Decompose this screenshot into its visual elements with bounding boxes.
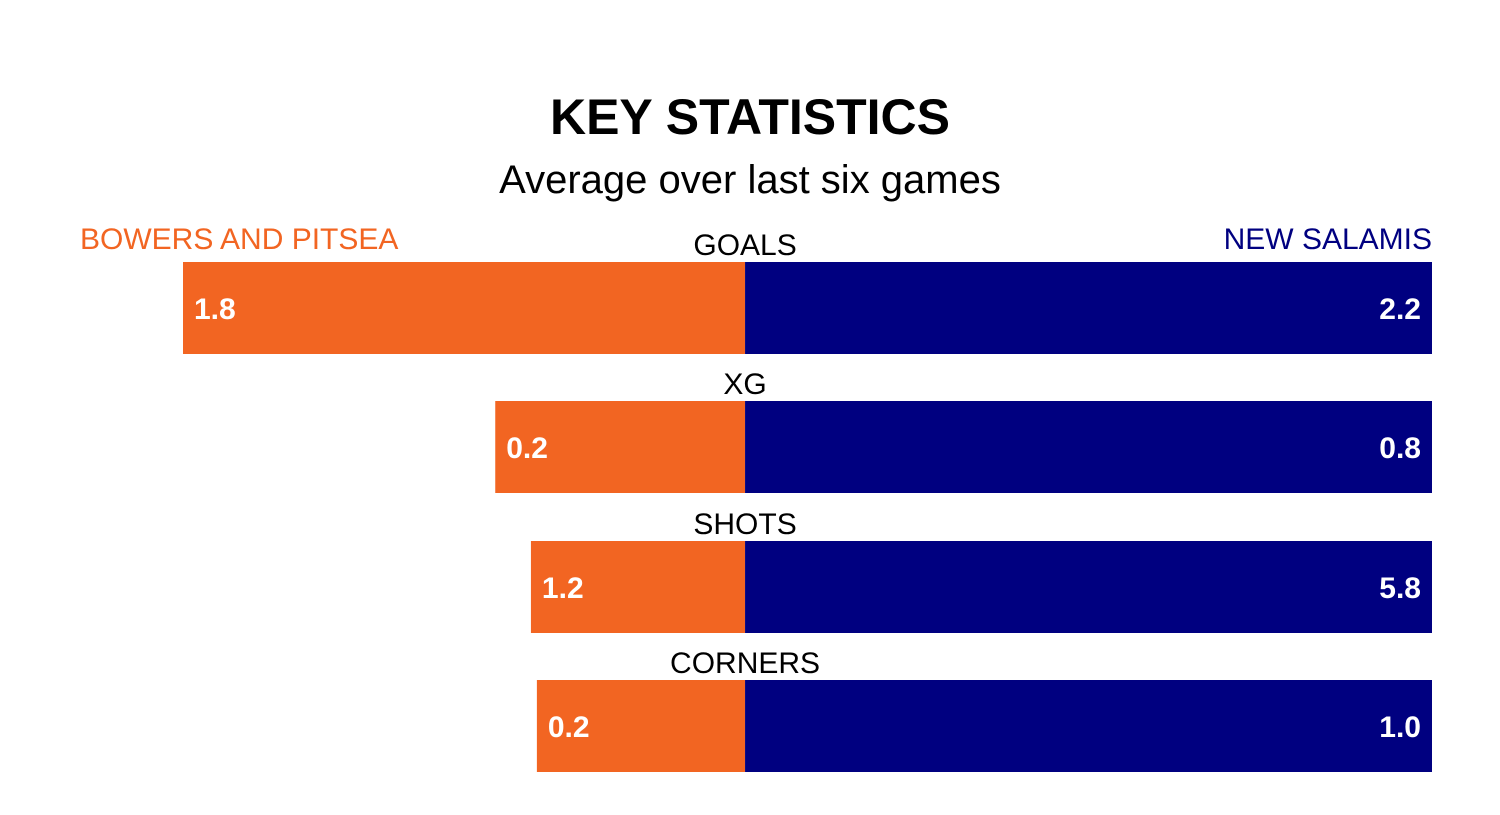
legend-team-left: BOWERS AND PITSEA	[80, 223, 399, 256]
value-label-left: 1.2	[542, 572, 584, 605]
bar-left-corners	[536, 680, 746, 772]
chart-subtitle: Average over last six games	[499, 158, 1001, 202]
bar-left-goals	[183, 262, 746, 354]
value-label-left: 0.2	[548, 711, 590, 744]
bar-right-corners	[745, 680, 1432, 772]
value-label-right: 2.2	[1379, 293, 1421, 326]
bar-right-goals	[745, 262, 1432, 354]
value-label-right: 5.8	[1379, 572, 1421, 605]
category-label: SHOTS	[693, 508, 796, 541]
category-label: XG	[723, 368, 766, 401]
value-label-right: 1.0	[1379, 711, 1421, 744]
bar-left-xg	[495, 401, 746, 493]
bar-left-shots	[530, 541, 746, 633]
category-label: GOALS	[693, 229, 796, 262]
value-label-left: 0.2	[506, 432, 548, 465]
value-label-left: 1.8	[194, 293, 236, 326]
bar-right-xg	[745, 401, 1432, 493]
category-label: CORNERS	[670, 647, 820, 680]
chart-title: KEY STATISTICS	[549, 89, 951, 145]
bar-right-shots	[745, 541, 1432, 633]
legend-team-right: NEW SALAMIS	[1223, 223, 1432, 256]
value-label-right: 0.8	[1379, 432, 1421, 465]
